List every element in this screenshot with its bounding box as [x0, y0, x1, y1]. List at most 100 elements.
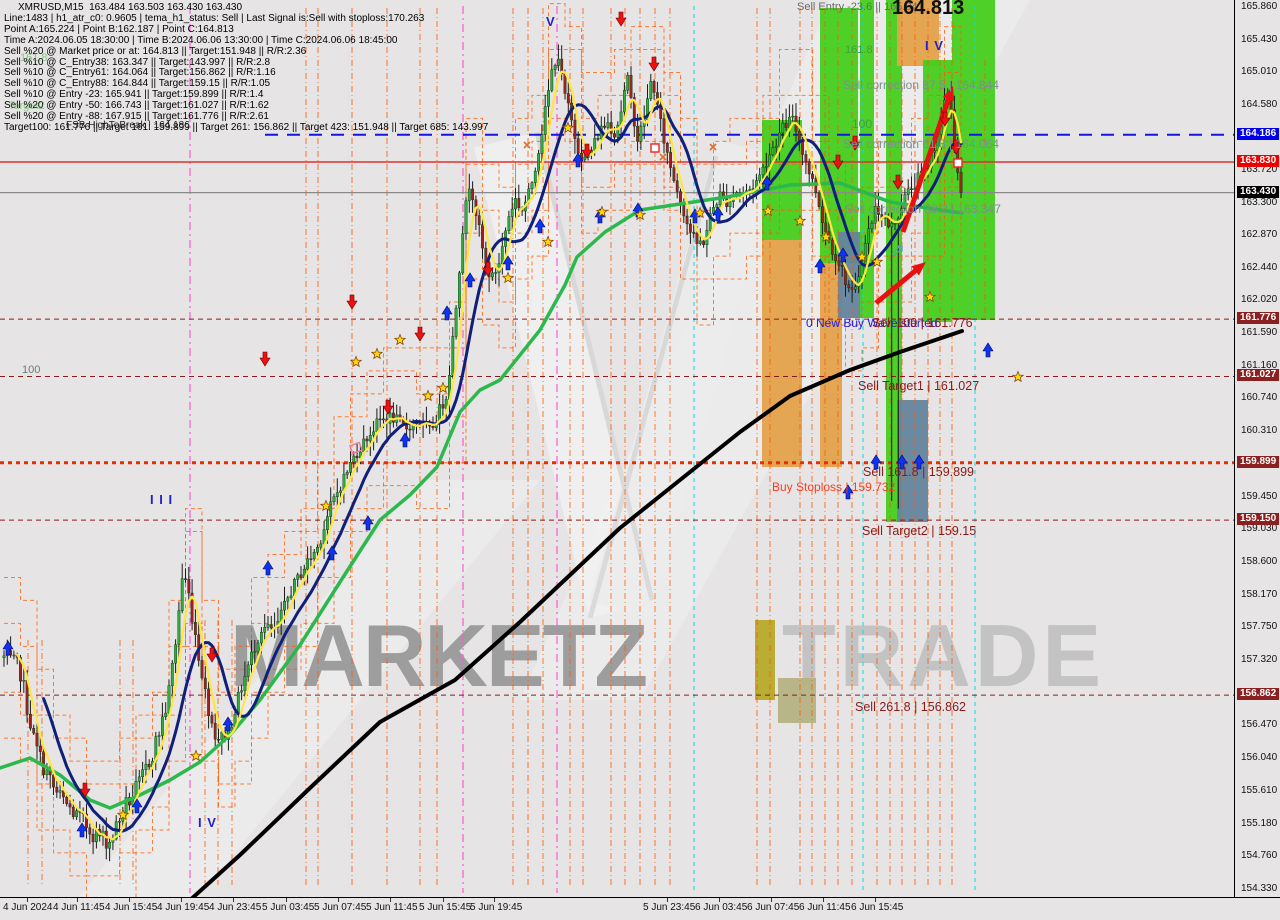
buy-arrow-icon: [712, 206, 724, 222]
candle-up: [58, 790, 62, 793]
candle-down: [269, 624, 273, 629]
candle-up: [867, 228, 871, 244]
candle-down: [603, 125, 607, 128]
candle-up: [335, 492, 339, 497]
candle-down: [692, 232, 696, 234]
trend-arrow-head: [942, 86, 955, 102]
candle-down: [801, 140, 805, 155]
sell-arrow-icon: [206, 647, 218, 663]
info-line: Target100: 161.776 || Target 161: 159.89…: [4, 121, 489, 133]
x-axis-tickmark: [27, 898, 28, 902]
candle-down: [187, 578, 191, 594]
candle-up: [540, 134, 544, 154]
candle-down: [837, 260, 841, 266]
y-axis-tick: 157.320: [1241, 654, 1278, 666]
x-marker-icon: [709, 143, 717, 151]
trend-arrow-shaft: [874, 265, 922, 305]
price-axis[interactable]: 165.860165.430165.010164.580164.150163.7…: [1234, 0, 1280, 897]
ma-mid-navy: [42, 103, 963, 833]
candle-up: [761, 167, 765, 176]
candle-up: [464, 200, 468, 234]
candle-down: [408, 428, 412, 431]
y-axis-tick: 159.030: [1241, 523, 1278, 535]
star-icon: [436, 381, 450, 394]
buy-arrow-icon: [761, 175, 773, 191]
candle-up: [164, 712, 168, 718]
candle-up: [461, 233, 465, 274]
candle-down: [722, 191, 725, 197]
candle-up: [626, 75, 630, 91]
x-axis-tickmark: [129, 898, 130, 902]
star-icon: [633, 208, 647, 221]
price-chart-canvas[interactable]: ⇗: [0, 0, 1234, 897]
candle-up: [2, 655, 6, 658]
candle-up: [118, 820, 121, 823]
y-axis-tick: 162.020: [1241, 294, 1278, 306]
candle-down: [35, 732, 39, 747]
star-icon: [595, 205, 609, 218]
y-axis-tick: 161.160: [1241, 360, 1278, 372]
info-line: Point A:165.224 | Point B:162.187 | Poin…: [4, 23, 234, 35]
candle-up: [906, 188, 910, 195]
candle-down: [817, 192, 821, 207]
sell-arrow-icon: [849, 135, 861, 151]
y-axis-tick: 158.170: [1241, 589, 1278, 601]
info-line: Sell %20 @ Entry -50: 166.743 || Target:…: [4, 100, 269, 112]
info-line: Sell %10 @ C_Entry38: 163.347 || Target:…: [4, 56, 271, 68]
candle-up: [553, 65, 557, 70]
annotation-label: Target2: [8, 100, 45, 112]
x-axis-tick: 4 Jun 11:45: [53, 902, 105, 913]
time-axis[interactable]: 4 Jun 2024 4 Jun 11:45 4 Jun 15:45 4 Jun 19…: [0, 897, 1280, 920]
y-axis-tick: 155.180: [1241, 817, 1278, 829]
buy-arrow-icon: [464, 272, 476, 288]
candle-down: [147, 763, 151, 768]
annotation-label: 0 New Buy Wave started: [806, 316, 938, 330]
candle-down: [573, 119, 577, 139]
candle-up: [246, 664, 250, 677]
candle-down: [71, 806, 75, 817]
candle-up: [345, 472, 349, 475]
candle-up: [708, 213, 712, 231]
ma-fast-yellow: [16, 70, 963, 841]
candle-up: [768, 154, 772, 167]
candle-down: [52, 774, 55, 788]
price-badge: 163.430: [1237, 185, 1280, 198]
candle-up: [243, 676, 247, 691]
star-icon: [393, 333, 407, 346]
candle-down: [821, 206, 824, 224]
candle-up: [530, 182, 534, 189]
buy-arrow-icon: [441, 305, 453, 321]
y-axis-tick: 155.610: [1241, 784, 1278, 796]
candle-up: [698, 240, 702, 244]
candle-up: [286, 597, 290, 602]
signal-zone: [762, 240, 802, 467]
price-badge: 161.776: [1237, 312, 1280, 325]
candle-down: [609, 122, 613, 134]
candle-up: [108, 842, 112, 849]
candle-down: [682, 204, 686, 217]
star-icon: [693, 206, 707, 219]
candle-up: [547, 90, 550, 107]
price-badge: 163.830: [1237, 155, 1280, 167]
candle-down: [91, 833, 95, 843]
annotation-label: Sell Entry -23.6 || 165.941: [797, 1, 924, 13]
y-axis-tick: 157.750: [1241, 621, 1278, 633]
candle-up: [715, 204, 719, 208]
annotation-label: Sell 100 | 161.776: [872, 316, 973, 330]
x-marker-icon: [523, 141, 531, 149]
candle-up: [728, 201, 732, 208]
candle-up: [557, 58, 560, 66]
x-axis-tickmark: [719, 898, 720, 902]
candle-up: [177, 610, 181, 645]
candle-down: [672, 167, 676, 181]
candle-up: [141, 769, 144, 778]
candle-up: [316, 547, 319, 553]
candle-up: [444, 399, 448, 409]
buy-arrow-icon: [326, 545, 338, 561]
candle-up: [507, 216, 511, 232]
buy-arrow-icon: [76, 822, 88, 838]
buy-arrow-icon: [896, 454, 908, 470]
candle-up: [606, 122, 610, 128]
candle-up: [372, 431, 375, 436]
buy-arrow-icon: [870, 454, 882, 470]
